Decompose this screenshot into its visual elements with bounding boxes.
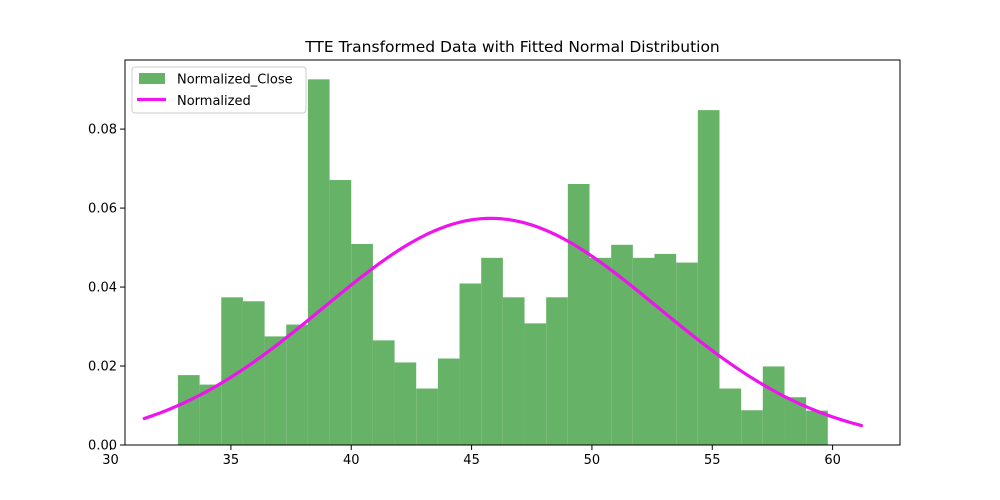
chart-title: TTE Transformed Data with Fitted Normal …	[304, 38, 720, 56]
histogram-bar	[459, 283, 482, 445]
x-tick-label: 45	[463, 453, 480, 468]
legend: Normalized_Close Normalized	[131, 66, 307, 114]
histogram-bar	[762, 366, 785, 445]
histogram-bar	[676, 262, 698, 445]
y-tick-label: 0.06	[88, 202, 117, 217]
legend-box	[131, 66, 307, 114]
x-tick-label: 60	[824, 453, 841, 468]
x-tick-label: 35	[223, 453, 240, 468]
histogram-bar	[286, 324, 308, 445]
histogram-bar	[199, 384, 222, 445]
histogram-bar	[221, 297, 243, 445]
histogram-bars	[177, 79, 828, 446]
histogram-bar	[329, 180, 352, 446]
legend-label-curve: Normalized	[177, 94, 251, 109]
legend-histogram-swatch	[139, 73, 165, 84]
plot-frame	[124, 59, 901, 446]
histogram-bar	[264, 336, 287, 445]
y-tick-label: 0.02	[88, 360, 117, 375]
histogram-bar	[372, 340, 395, 445]
x-tick-label: 40	[343, 453, 360, 468]
histogram-bar	[741, 410, 763, 445]
y-axis: 0.00 0.02 0.04 0.06 0.08	[88, 123, 125, 454]
x-tick-label: 50	[584, 453, 601, 468]
histogram-bar	[502, 297, 525, 445]
y-tick-label: 0.04	[88, 281, 117, 296]
histogram-bar	[697, 110, 720, 446]
x-tick-label: 30	[102, 453, 119, 468]
histogram-bar	[524, 323, 547, 445]
histogram-bar	[242, 301, 265, 445]
y-tick-label: 0.00	[88, 439, 117, 454]
histogram-bar	[307, 79, 330, 445]
histogram-bar	[632, 257, 655, 445]
histogram-bar	[546, 297, 568, 445]
histogram-bar	[416, 388, 438, 445]
histogram-bar	[351, 244, 373, 445]
normal-curve-line	[142, 216, 864, 428]
histogram-bar	[567, 183, 590, 445]
histogram-bar	[481, 257, 503, 445]
histogram-bar	[177, 375, 200, 445]
histogram-bar	[611, 244, 633, 445]
histogram-bar	[654, 253, 677, 445]
histogram-bar	[719, 388, 742, 445]
y-tick-label: 0.08	[88, 123, 117, 138]
histogram-bar	[437, 358, 460, 445]
histogram-bar	[589, 257, 612, 445]
x-axis: 30 35 40 45 50 55 60	[102, 445, 841, 468]
histogram-bar	[784, 397, 807, 445]
legend-label-histogram: Normalized_Close	[177, 73, 293, 88]
x-tick-label: 55	[704, 453, 721, 468]
histogram-bar	[806, 410, 828, 445]
histogram-bar	[394, 362, 417, 445]
